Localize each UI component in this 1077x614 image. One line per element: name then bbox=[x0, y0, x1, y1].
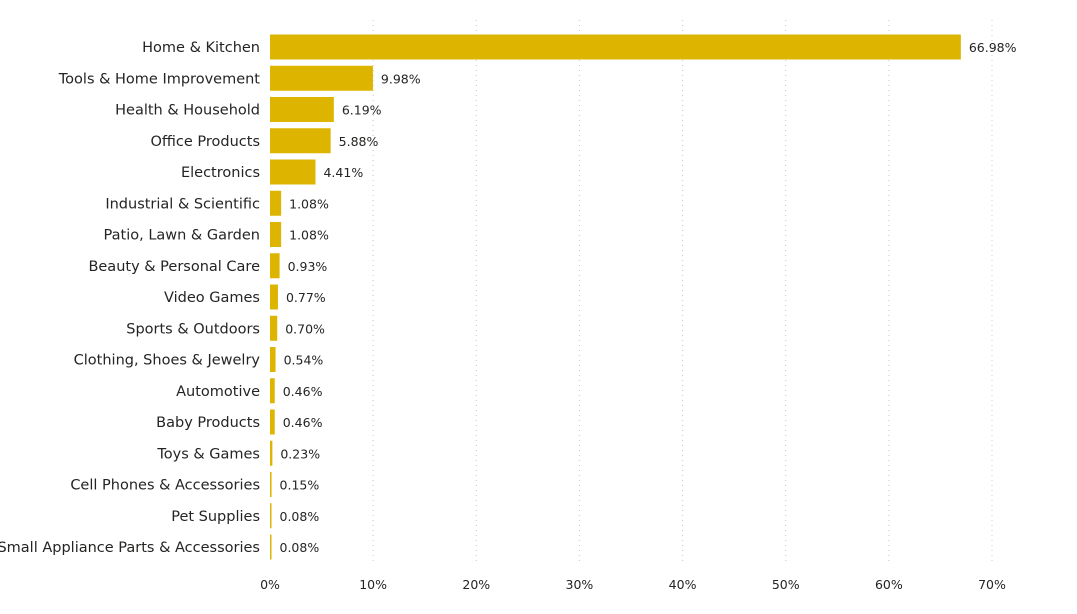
data-label: 0.93% bbox=[288, 259, 328, 274]
data-label: 4.41% bbox=[323, 165, 363, 180]
data-label: 0.08% bbox=[280, 509, 320, 524]
bar bbox=[270, 378, 275, 404]
category-label: Office Products bbox=[150, 134, 260, 150]
data-label: 1.08% bbox=[289, 228, 329, 243]
bar bbox=[270, 503, 272, 529]
category-label: Patio, Lawn & Garden bbox=[104, 228, 260, 244]
x-tick-label: 0% bbox=[260, 577, 280, 592]
bar bbox=[270, 409, 275, 435]
bar bbox=[270, 222, 282, 247]
data-label: 0.46% bbox=[283, 415, 323, 430]
category-label: Baby Products bbox=[156, 415, 260, 431]
gridlines bbox=[372, 20, 993, 562]
category-label: Cell Phones & Accessories bbox=[70, 478, 260, 494]
category-label: Toys & Games bbox=[156, 446, 260, 462]
bar bbox=[270, 65, 373, 91]
bar bbox=[270, 284, 278, 310]
data-labels: 66.98% 9.98% 6.19% 5.88% 4.41% 1.08% 1.08% 0.93… bbox=[280, 40, 1017, 555]
category-label: Pet Supplies bbox=[171, 509, 260, 525]
x-tick-label: 30% bbox=[566, 577, 594, 592]
category-label: Industrial & Scientific bbox=[105, 196, 260, 212]
x-axis-ticks: 0% 10% 20% 30% 40% 50% 60% 70% bbox=[260, 577, 1006, 592]
data-label: 0.23% bbox=[280, 446, 320, 461]
data-label: 0.46% bbox=[283, 384, 323, 399]
data-label: 66.98% bbox=[969, 40, 1017, 55]
x-tick-label: 40% bbox=[669, 577, 697, 592]
category-label: Small Appliance Parts & Accessories bbox=[0, 540, 260, 556]
bar bbox=[270, 253, 280, 279]
data-label: 9.98% bbox=[381, 71, 421, 86]
bar bbox=[270, 472, 272, 497]
x-tick-label: 10% bbox=[359, 577, 387, 592]
x-tick-label: 20% bbox=[462, 577, 490, 592]
category-label: Health & Household bbox=[115, 103, 260, 119]
bar bbox=[270, 347, 276, 372]
data-label: 0.15% bbox=[280, 478, 320, 493]
category-label: Video Games bbox=[164, 290, 260, 306]
data-label: 6.19% bbox=[342, 103, 382, 118]
bar bbox=[270, 315, 278, 341]
category-label: Home & Kitchen bbox=[142, 40, 260, 56]
data-label: 0.54% bbox=[284, 353, 324, 368]
category-label: Sports & Outdoors bbox=[126, 321, 260, 337]
bar bbox=[270, 159, 316, 185]
category-labels: Home & Kitchen Tools & Home Improvement He… bbox=[0, 40, 260, 556]
category-label: Beauty & Personal Care bbox=[88, 259, 260, 275]
category-label: Tools & Home Improvement bbox=[58, 71, 261, 87]
data-label: 1.08% bbox=[289, 196, 329, 211]
bar bbox=[270, 190, 282, 216]
data-label: 0.77% bbox=[286, 290, 326, 305]
bar bbox=[270, 34, 961, 60]
data-label: 0.08% bbox=[280, 540, 320, 555]
x-tick-label: 60% bbox=[875, 577, 903, 592]
category-label: Electronics bbox=[181, 165, 260, 181]
x-tick-label: 50% bbox=[772, 577, 800, 592]
bar bbox=[270, 534, 272, 560]
x-tick-label: 70% bbox=[978, 577, 1006, 592]
bars bbox=[270, 34, 961, 560]
bar bbox=[270, 440, 273, 466]
data-label: 5.88% bbox=[339, 134, 379, 149]
category-label: Clothing, Shoes & Jewelry bbox=[74, 353, 261, 369]
data-label: 0.70% bbox=[285, 321, 325, 336]
bar bbox=[270, 97, 334, 122]
category-label: Automotive bbox=[176, 384, 260, 400]
bar bbox=[270, 128, 331, 154]
